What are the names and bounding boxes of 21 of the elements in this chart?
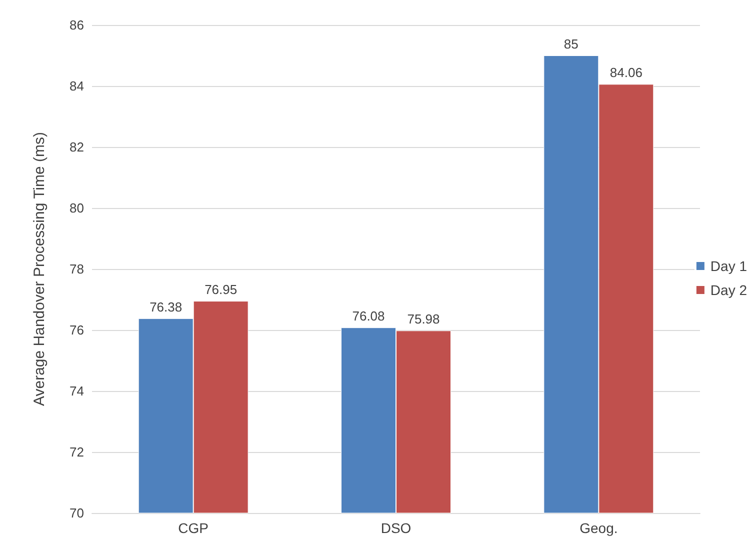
y-tick-label: 76 <box>70 322 84 338</box>
legend-label: Day 1 <box>710 258 748 274</box>
y-tick-label: 70 <box>70 506 84 520</box>
y-tick-label: 78 <box>70 262 84 276</box>
y-tick-label: 72 <box>70 444 84 460</box>
x-tick-label: Geog. <box>580 520 618 536</box>
data-label: 76.38 <box>150 299 182 314</box>
y-tick-label: 80 <box>70 200 84 216</box>
data-label: 75.98 <box>407 312 440 327</box>
y-tick-label: 74 <box>70 384 84 398</box>
y-axis-title: Average Handover Processing Time (ms) <box>31 132 48 406</box>
x-tick-label: DSO <box>380 520 412 536</box>
y-tick-label: 82 <box>70 140 84 154</box>
x-tick-label: CGP <box>178 520 209 536</box>
legend-label: Day 2 <box>710 282 748 298</box>
y-tick-label: 84 <box>70 78 84 94</box>
data-label: 76.08 <box>352 308 385 324</box>
data-label: 76.95 <box>204 282 238 298</box>
y-tick-label: 86 <box>70 18 84 32</box>
data-label: 85 <box>564 36 578 52</box>
data-label: 84.06 <box>610 65 642 80</box>
